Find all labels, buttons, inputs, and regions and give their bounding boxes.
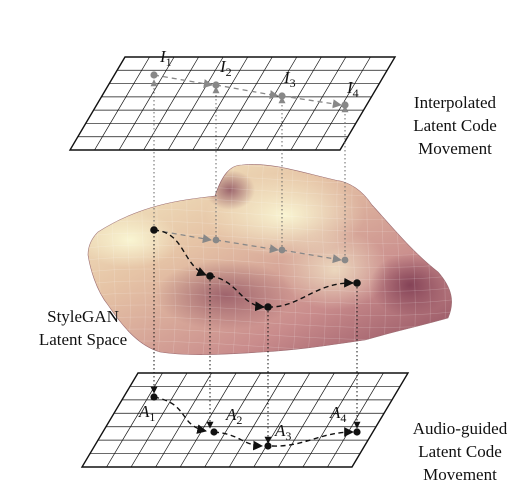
point-a2 — [210, 428, 218, 436]
mesh-line — [230, 164, 236, 355]
mesh-line — [245, 164, 251, 355]
surface-point-i2 — [212, 236, 220, 244]
grid-line — [302, 372, 360, 468]
latent-surface — [87, 150, 460, 370]
grid-line — [192, 56, 249, 151]
bottom-plane-border — [80, 372, 410, 468]
point-a4 — [353, 428, 361, 436]
surface-points — [150, 226, 361, 311]
grid-line — [228, 372, 286, 468]
middle-caption-line: Latent Space — [38, 330, 128, 349]
top-path-segment — [281, 95, 342, 109]
grid-line — [241, 56, 298, 151]
top-interp-path — [153, 74, 342, 109]
label-i1: I1 — [159, 47, 172, 69]
mesh-line — [440, 164, 446, 355]
surface-audio-segment — [267, 277, 354, 308]
mesh-line — [88, 244, 452, 256]
surface-point-a3 — [264, 303, 272, 311]
bottom-plane-grid — [90, 372, 400, 468]
mesh-line — [290, 164, 296, 355]
mesh-line — [88, 268, 452, 280]
surface-point-i3 — [278, 246, 286, 254]
bottom-audio-path — [153, 396, 354, 451]
grid-line — [130, 372, 188, 468]
bottom-path-segment — [153, 396, 207, 434]
surface-point-a2 — [206, 272, 214, 280]
top-caption-line: Latent Code — [413, 116, 497, 135]
grid-line — [94, 56, 150, 151]
surface-interp-segment — [281, 249, 342, 264]
bottom-point-labels: A1 A2 A3 A4 — [138, 402, 346, 443]
mesh-line — [275, 164, 281, 355]
label-a4: A4 — [329, 403, 346, 425]
top-plane-grid — [77, 56, 388, 151]
surface-point-a4 — [353, 279, 361, 287]
grid-line — [278, 372, 335, 468]
mesh-line — [425, 164, 431, 355]
grid-line — [167, 56, 224, 151]
point-a1 — [150, 393, 158, 401]
mesh-line — [88, 316, 452, 328]
label-i4: I4 — [346, 78, 359, 100]
point-a3 — [264, 442, 272, 450]
mesh-line — [456, 150, 460, 370]
bottom-points — [150, 393, 361, 450]
grid-line — [118, 56, 175, 151]
grid-line — [179, 372, 237, 468]
surface-audio-path — [153, 229, 354, 312]
projection-lines — [150, 79, 361, 444]
bottom-path-segment — [271, 427, 354, 447]
grid-line — [204, 372, 262, 468]
surface-point-i4 — [341, 256, 349, 264]
bottom-caption-line: Movement — [423, 465, 497, 484]
label-i3: I3 — [283, 68, 296, 90]
mesh-line — [260, 164, 266, 355]
point-i2 — [212, 81, 220, 89]
point-i1 — [150, 71, 158, 79]
mesh-line — [305, 164, 311, 355]
label-i2: I2 — [219, 57, 232, 79]
surface-point-start — [150, 226, 158, 234]
bottom-caption: Audio-guided Latent Code Movement — [400, 417, 520, 486]
top-caption-line: Interpolated — [413, 93, 497, 112]
grid-line — [290, 56, 347, 151]
grid-line — [143, 56, 199, 151]
grid-line — [216, 56, 273, 151]
top-caption: Interpolated Latent Code Movement — [392, 91, 518, 160]
label-a1: A1 — [138, 402, 155, 424]
mesh-line — [320, 164, 326, 355]
grid-line — [327, 372, 384, 468]
top-points — [150, 71, 349, 109]
point-i4 — [341, 101, 349, 109]
grid-line — [266, 56, 322, 151]
label-a3: A3 — [274, 421, 291, 443]
mesh-line — [88, 280, 452, 292]
surface-interp-segment — [215, 239, 279, 254]
mesh-line — [88, 292, 452, 304]
point-i3 — [278, 92, 286, 100]
surface-audio-segment — [153, 229, 207, 277]
top-caption-line: Movement — [418, 139, 492, 158]
top-point-labels: I1 I2 I3 I4 — [159, 47, 359, 100]
bottom-caption-line: Audio-guided — [412, 419, 508, 438]
grid-line — [155, 372, 212, 468]
bottom-plane — [80, 372, 410, 468]
grid-line — [253, 372, 311, 468]
middle-caption: StyleGAN Latent Space — [8, 305, 158, 351]
label-a2: A2 — [225, 405, 242, 427]
bottom-path-segment — [213, 431, 263, 451]
middle-caption-line: StyleGAN — [47, 307, 119, 326]
top-path-segment — [153, 74, 213, 89]
mesh-line — [88, 256, 452, 268]
top-path-segment — [215, 84, 279, 100]
bottom-caption-line: Latent Code — [418, 442, 502, 461]
